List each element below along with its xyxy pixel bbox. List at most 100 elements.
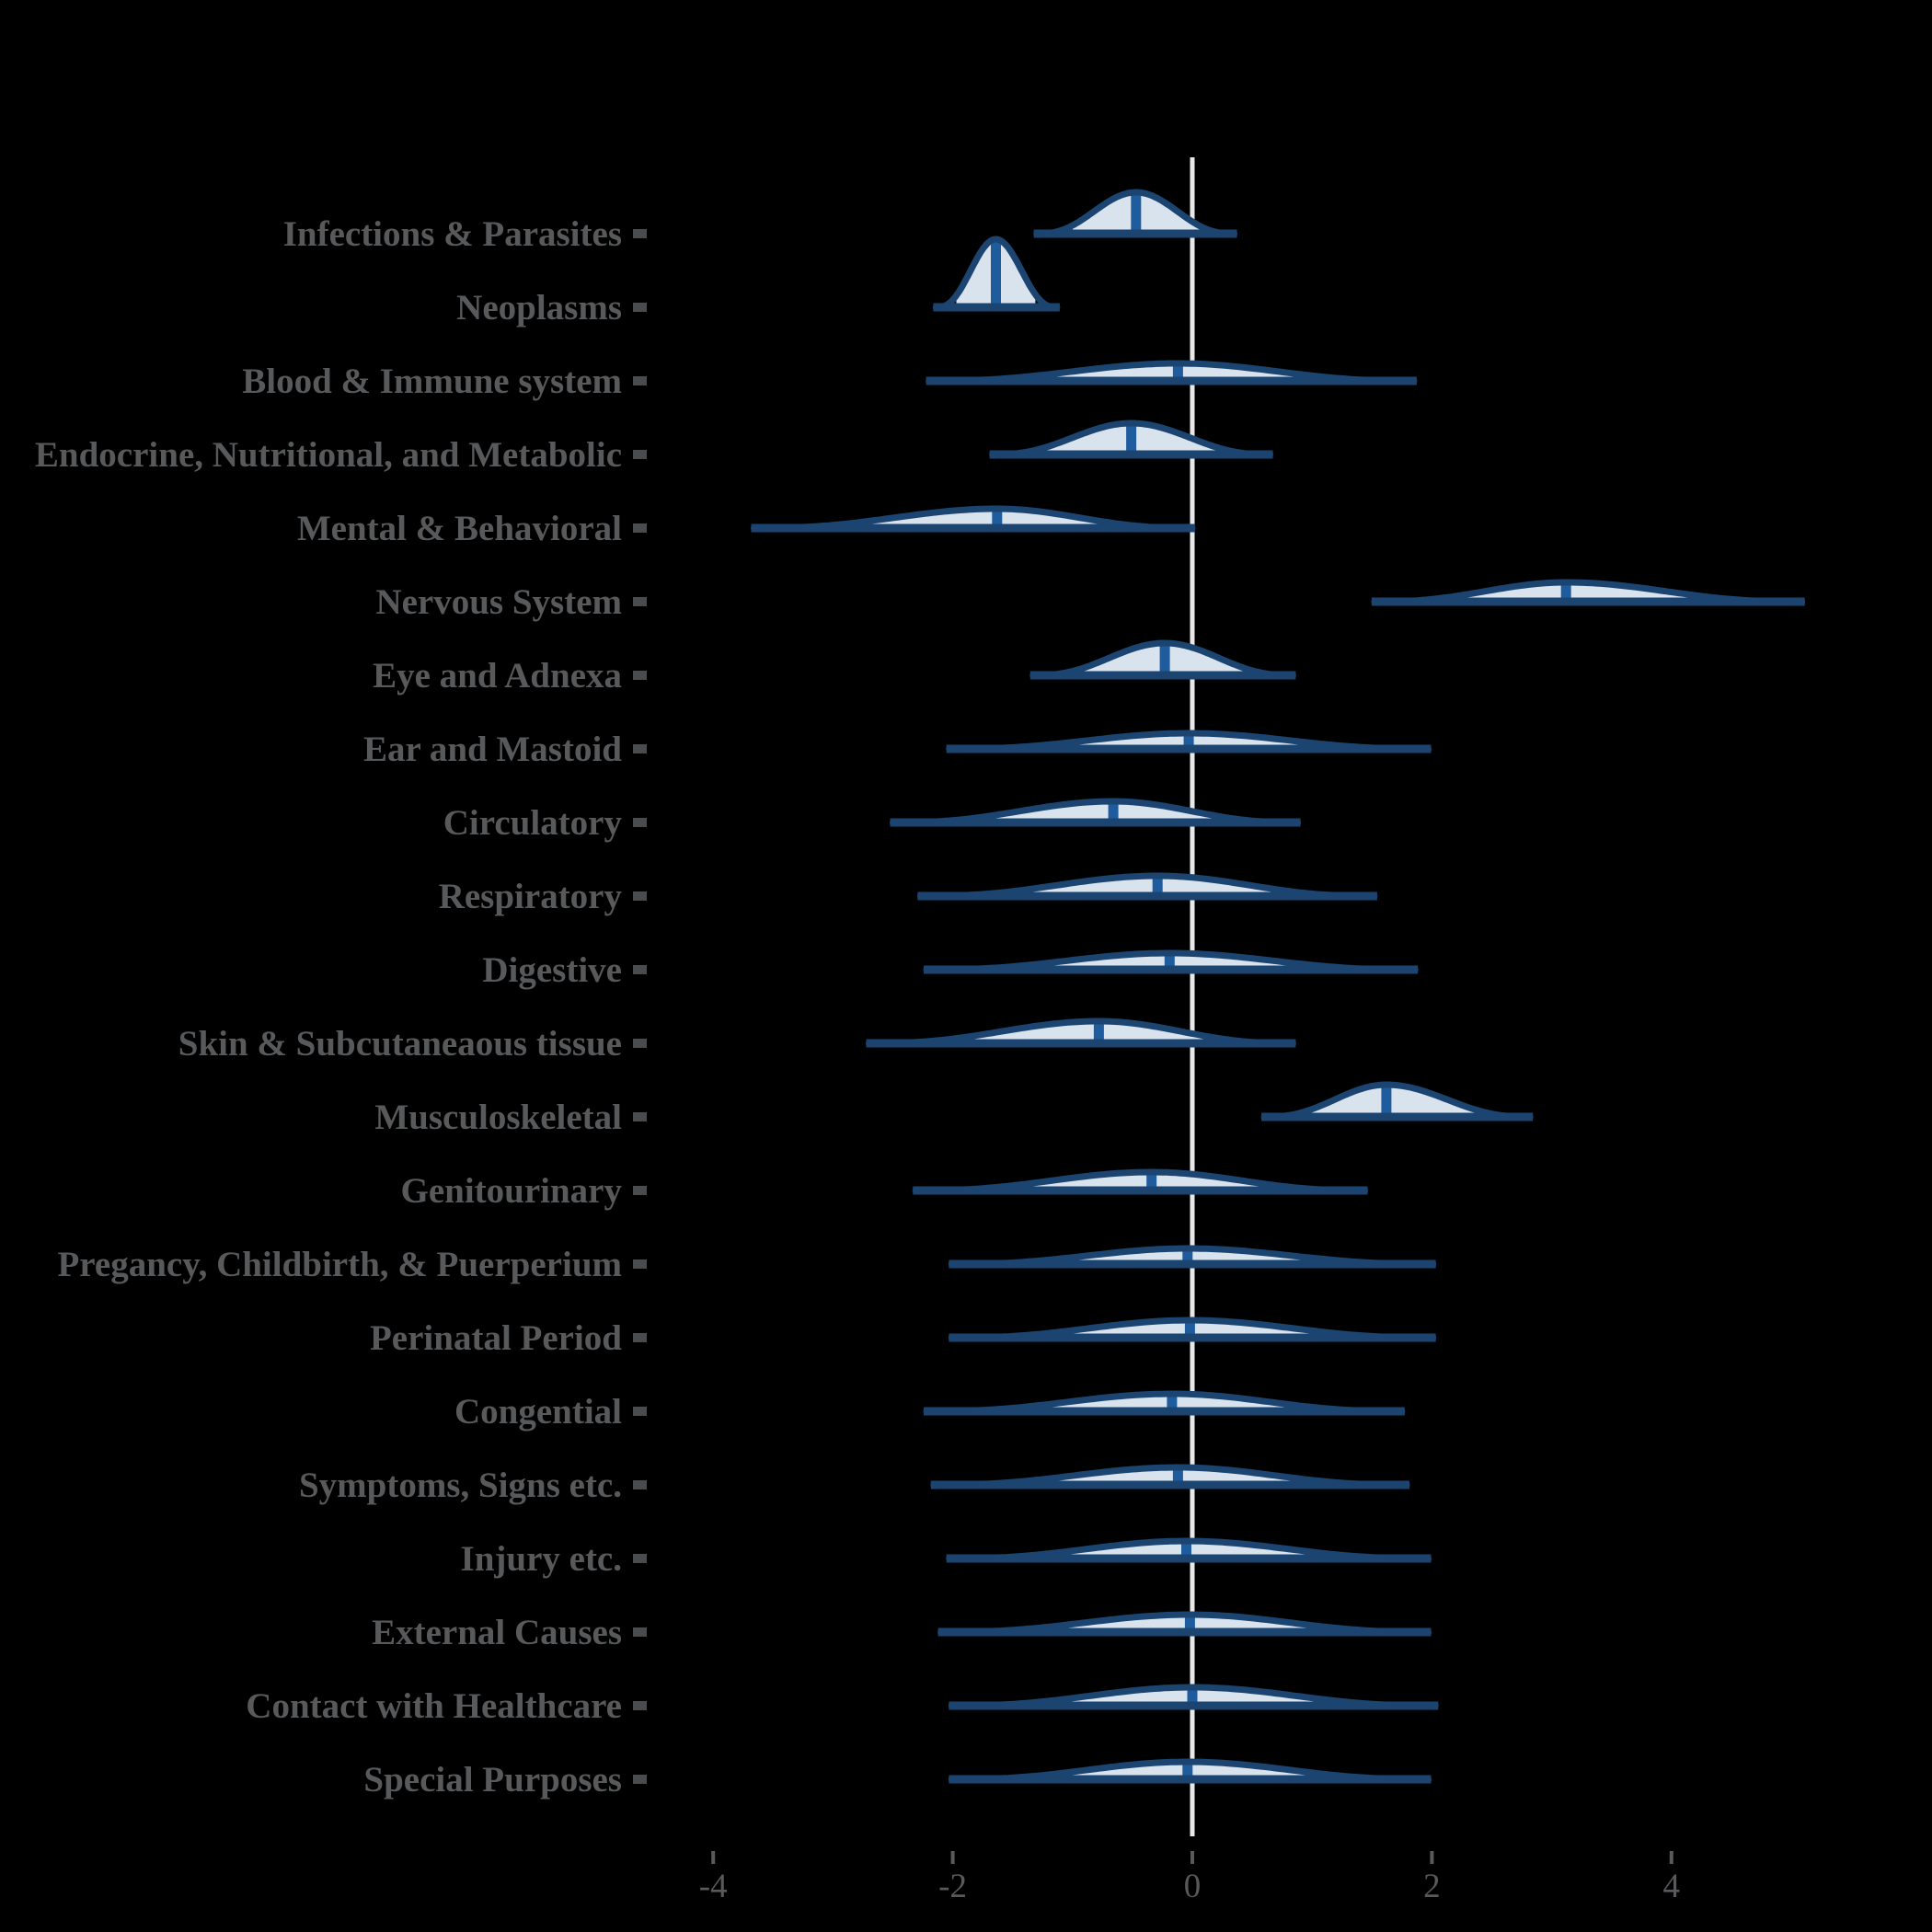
violin-row-nervous-system: Nervous System [375, 579, 1806, 622]
category-tick [633, 376, 647, 385]
category-tick [633, 1554, 647, 1563]
violin-row-perinatal-period: Perinatal Period [370, 1317, 1437, 1358]
median-line [1184, 1322, 1195, 1338]
category-tick [633, 671, 647, 680]
category-tick [633, 229, 647, 238]
violin-row-pregancy-childbirth-puerperium: Pregancy, Childbirth, & Puerperium [57, 1245, 1437, 1284]
category-tick [633, 1627, 647, 1637]
category-tick [633, 1259, 647, 1269]
median-line [1108, 803, 1119, 822]
category-label: Congential [454, 1392, 622, 1432]
violin-row-endocrine-nutritional-and-metabolic: Endocrine, Nutritional, and Metabolic [35, 420, 1274, 475]
median-line [1126, 425, 1137, 454]
violin-row-external-causes: External Causes [372, 1611, 1432, 1652]
median-line [992, 511, 1003, 528]
category-tick [633, 965, 647, 974]
median-line [1560, 584, 1571, 602]
violin-row-contact-with-healthcare: Contact with Healthcare [246, 1684, 1439, 1726]
violin-row-special-purposes: Special Purposes [363, 1758, 1432, 1800]
violin-row-congential: Congential [454, 1390, 1406, 1432]
median-line [1131, 194, 1142, 234]
median-line [1184, 1616, 1195, 1632]
category-tick [633, 1701, 647, 1710]
category-tick [633, 818, 647, 827]
violin-row-digestive: Digestive [482, 949, 1419, 990]
category-label: Eye and Adnexa [373, 656, 622, 696]
median-line [991, 241, 1001, 307]
category-label: Perinatal Period [370, 1318, 622, 1358]
median-line [1187, 1689, 1198, 1706]
category-label: Ear and Mastoid [363, 730, 622, 769]
violin-row-neoplasms: Neoplasms [456, 236, 1061, 328]
category-tick [633, 1775, 647, 1784]
category-label: Endocrine, Nutritional, and Metabolic [35, 435, 622, 475]
category-label: Infections & Parasites [283, 214, 622, 254]
violin-row-mental-behavioral: Mental & Behavioral [297, 505, 1196, 548]
violin-row-genitourinary: Genitourinary [401, 1168, 1368, 1211]
x-axis-tick-label: -2 [938, 1868, 967, 1905]
category-tick [633, 303, 647, 312]
category-label: Symptoms, Signs etc. [299, 1466, 622, 1505]
median-line [1172, 1469, 1183, 1485]
violin-row-infections-parasites: Infections & Parasites [283, 189, 1238, 254]
median-line [1164, 955, 1175, 970]
violin-row-circulatory: Circulatory [443, 798, 1302, 843]
violin-row-musculoskeletal: Musculoskeletal [374, 1081, 1534, 1137]
category-label: Contact with Healthcare [246, 1686, 622, 1726]
density-outline [932, 236, 1061, 311]
category-label: Special Purposes [363, 1760, 622, 1800]
median-line [1093, 1023, 1104, 1043]
x-axis: -4 -2 0 2 4 [699, 1851, 1680, 1905]
category-tick [633, 1407, 647, 1416]
median-line [1181, 1543, 1191, 1558]
category-label: Neoplasms [456, 288, 622, 328]
density-fill [1038, 1541, 1347, 1558]
violin-row-eye-and-adnexa: Eye and Adnexa [373, 639, 1296, 696]
category-tick [633, 744, 647, 753]
category-tick [633, 891, 647, 901]
category-tick [633, 450, 647, 459]
category-label: External Causes [372, 1613, 622, 1652]
x-axis-tick-label: 0 [1184, 1868, 1202, 1905]
density-outline [1033, 189, 1238, 237]
median-line [1172, 365, 1183, 381]
category-tick [633, 1480, 647, 1489]
category-label: Musculoskeletal [374, 1098, 622, 1137]
median-line [1381, 1087, 1392, 1117]
category-tick [633, 597, 647, 606]
violin-row-symptoms-signs-etc: Symptoms, Signs etc. [299, 1464, 1410, 1505]
category-label: Blood & Immune system [242, 362, 622, 401]
category-label: Skin & Subcutaneaous tissue [178, 1024, 622, 1064]
median-line [1146, 1174, 1157, 1190]
median-line [1159, 645, 1170, 675]
category-tick [633, 523, 647, 533]
category-tick [633, 1333, 647, 1342]
category-label: Mental & Behavioral [297, 509, 622, 548]
category-label: Injury etc. [461, 1539, 622, 1579]
category-tick [633, 1112, 647, 1121]
density-outline [1260, 1081, 1534, 1121]
density-fill [951, 1021, 1235, 1043]
x-axis-tick-label: -4 [699, 1868, 728, 1905]
density-outline [1029, 639, 1296, 679]
density-outline [989, 420, 1274, 458]
category-tick [633, 1039, 647, 1048]
category-label: Circulatory [443, 803, 623, 843]
x-axis-tick-label: 2 [1423, 1868, 1441, 1905]
density-fill [842, 509, 1129, 528]
median-line [1182, 1764, 1193, 1779]
violin-row-respiratory: Respiratory [439, 872, 1378, 916]
category-label: Nervous System [375, 582, 622, 622]
violin-row-ear-and-mastoid: Ear and Mastoid [363, 730, 1432, 769]
median-line [1167, 1396, 1178, 1411]
median-line [1183, 735, 1194, 749]
violin-row-blood-immune-system: Blood & Immune system [242, 360, 1418, 401]
category-label: Genitourinary [401, 1171, 623, 1211]
zero-reference-line [1190, 157, 1195, 1836]
violin-row-injury-etc: Injury etc. [461, 1537, 1432, 1579]
category-label: Respiratory [439, 877, 623, 916]
category-label: Pregancy, Childbirth, & Puerperium [57, 1245, 622, 1284]
x-axis-tick-label: 4 [1663, 1868, 1681, 1905]
